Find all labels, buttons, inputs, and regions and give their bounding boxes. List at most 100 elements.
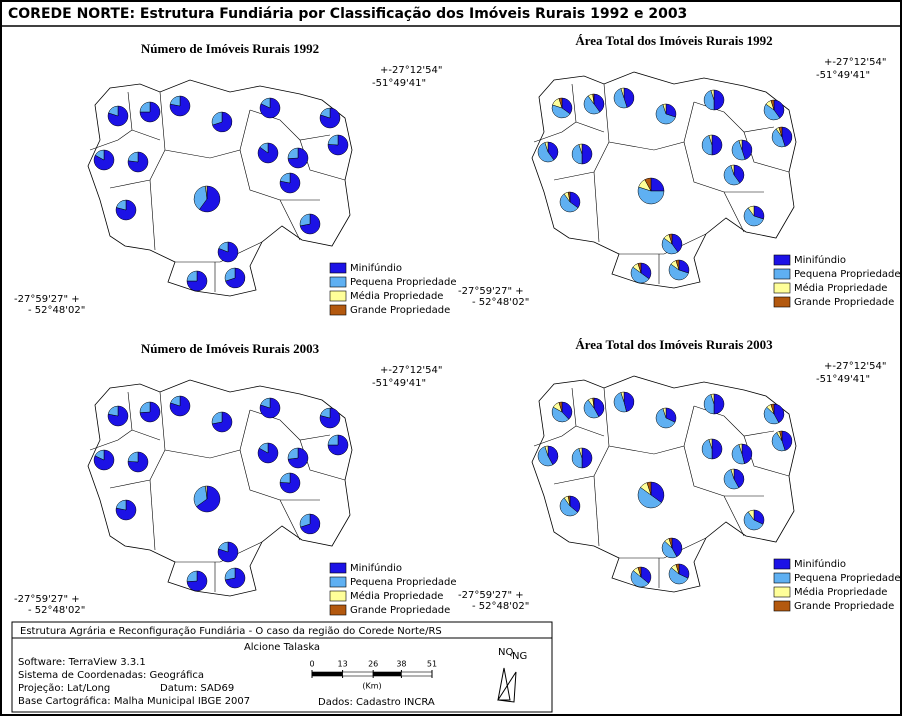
municipal-border	[593, 171, 600, 243]
pie-slice	[730, 468, 735, 480]
pie-slice	[258, 442, 269, 454]
project: Estrutura Agrária e Reconfiguração Fundi…	[20, 625, 442, 637]
legend-label: Minifúndio	[350, 562, 402, 574]
pie-slice	[701, 439, 713, 460]
municipal-border	[619, 537, 707, 559]
pie-slice	[211, 411, 223, 425]
municipal-border	[603, 83, 695, 151]
scale-tick-label: 26	[368, 660, 378, 669]
pie-slice	[299, 513, 311, 528]
legend-label: Média Propriedade	[794, 282, 887, 294]
datum: Datum: SAD69	[160, 683, 234, 694]
pie-slice	[260, 397, 271, 409]
legend-label: Minifúndio	[794, 558, 846, 570]
scale-tick-label: 38	[396, 660, 406, 669]
scale-unit: (Km)	[362, 682, 381, 691]
pie-slice	[107, 405, 119, 417]
legend-label: Pequena Propriedade	[794, 269, 901, 280]
pie-slice	[733, 164, 745, 184]
legend-swatch	[773, 268, 791, 280]
coordinate-label: - 52°48'02"	[28, 305, 85, 316]
pie-slice	[763, 103, 781, 121]
municipal-border	[603, 387, 695, 455]
pie-slice	[571, 144, 583, 165]
legend-swatch	[773, 254, 791, 266]
author: Alcione Talaska	[244, 642, 320, 653]
pie-slice	[773, 99, 785, 119]
pie-slice	[640, 566, 652, 584]
legend-swatch	[773, 558, 791, 570]
pie-slice	[224, 267, 236, 282]
coordinate-label: +-27°12'54"	[380, 65, 443, 76]
pie-slice	[741, 443, 753, 464]
pie-slice	[747, 509, 755, 521]
pie-slice	[537, 142, 555, 163]
municipal-border	[239, 149, 301, 241]
pie-slice	[623, 391, 635, 412]
coordinate-label: -51°49'41"	[816, 70, 870, 81]
pie-slice	[613, 88, 628, 109]
coordinate-label: - 52°48'02"	[472, 601, 529, 612]
coordinate-label: -27°59'27" +	[14, 294, 80, 305]
pie-slice	[743, 207, 764, 227]
pie-slice	[186, 570, 198, 582]
legend-swatch	[329, 262, 347, 274]
legend-swatch	[773, 600, 791, 612]
pie-slice	[193, 485, 208, 507]
pie-slice	[544, 445, 549, 457]
pie-slice	[193, 185, 208, 210]
pie-slice	[581, 143, 593, 165]
legend-swatch	[329, 304, 347, 316]
pie-slice	[139, 101, 151, 113]
map-panel: Número de Imóveis Rurais 1992 +-27°12'54"…	[14, 41, 457, 316]
pie-slice	[287, 147, 299, 159]
pie-slice	[205, 185, 208, 200]
pie-slice	[711, 438, 723, 460]
pie-slice	[731, 444, 745, 465]
region-outline	[87, 79, 353, 297]
pie-slice	[279, 472, 291, 484]
pie-slice	[287, 447, 299, 460]
municipal-border	[175, 541, 263, 563]
footer-line: Projeção: Lat/Long	[18, 683, 110, 694]
pie-slice	[741, 139, 753, 160]
pie-slice	[94, 449, 105, 461]
legend-swatch	[773, 296, 791, 308]
pie-slice	[655, 408, 676, 429]
pie-slice	[299, 213, 311, 227]
pie-slice	[668, 233, 673, 245]
pie-slice	[218, 241, 229, 253]
pie-slice	[551, 406, 570, 423]
pie-slice	[613, 392, 627, 413]
pie-slice	[646, 481, 652, 496]
pie-slice	[327, 134, 349, 156]
pie-slice	[662, 407, 667, 419]
pie-slice	[723, 469, 740, 490]
pie-slice	[730, 164, 735, 176]
pie-slice	[770, 99, 775, 111]
coordinate-label: -51°49'41"	[372, 378, 426, 389]
pie-slice	[713, 89, 725, 111]
map-title: Área Total dos Imóveis Rurais 2003	[575, 337, 773, 352]
pie-slice	[260, 97, 271, 109]
municipal-border	[683, 445, 745, 537]
legend-swatch	[329, 604, 347, 616]
scale-tick-label: 51	[427, 660, 437, 669]
legend-label: Grande Propriedade	[794, 297, 894, 308]
pie-slice	[703, 90, 715, 111]
pie-slice	[218, 541, 229, 553]
pie-slice	[583, 399, 600, 419]
map-panel: Área Total dos Imóveis Rurais 1992 +-27°1…	[458, 33, 901, 308]
municipal-border	[131, 429, 161, 441]
pie-slice	[279, 472, 301, 494]
pie-slice	[583, 95, 601, 115]
pie-slice	[723, 165, 741, 186]
pie-slice	[710, 89, 715, 101]
region-outline	[531, 71, 797, 289]
pie-slice	[116, 199, 127, 211]
scale-segment	[311, 671, 343, 677]
legend-swatch	[329, 590, 347, 602]
pie-slice	[781, 430, 793, 451]
municipal-border	[131, 129, 161, 141]
